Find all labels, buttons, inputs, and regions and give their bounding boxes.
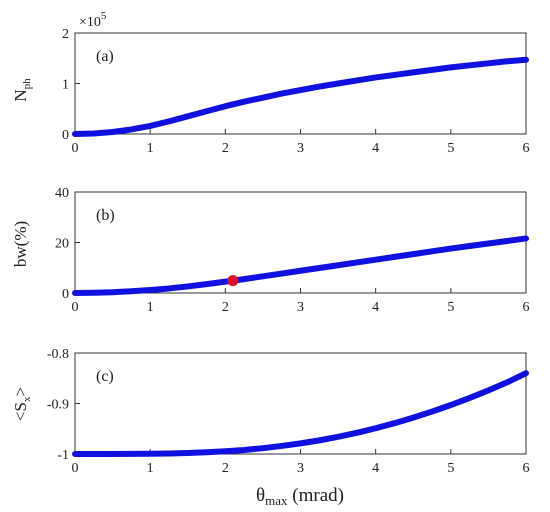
panel-c-ytick-label: -1 [57, 448, 69, 463]
panel-c-xtick-label: 4 [372, 461, 379, 476]
panel-c-label: (c) [96, 368, 114, 385]
panel-a-label: (a) [96, 48, 114, 65]
panel-a-ytick-label: 1 [62, 78, 69, 93]
panel-b-xtick-label: 0 [72, 300, 79, 315]
panel-c-xtick-label: 2 [222, 461, 229, 476]
panel-c-ytick-label: -0.9 [47, 398, 69, 413]
panel-a-xtick-label: 2 [222, 141, 229, 156]
panel-a-series-line [72, 56, 529, 137]
panel-a-ylabel: Nph [11, 78, 33, 102]
panel-a-ytick-label: 0 [62, 128, 69, 143]
panel-b-xtick-label: 1 [147, 300, 154, 315]
panel-b-xtick-label: 5 [447, 300, 454, 315]
panel-b-xtick-label: 6 [523, 300, 530, 315]
panel-b-label: (b) [96, 207, 115, 224]
panel-a-ticks: 0 1 2 3 4 5 6 0 1 2 [62, 27, 530, 156]
panel-c-xtick-label: 0 [72, 461, 79, 476]
panel-a-xtick-label: 3 [297, 141, 304, 156]
panel-c-ticks: 0 1 2 3 4 5 6 -1 -0.9 -0.8 [47, 347, 530, 476]
panel-b: 0 1 2 3 4 5 6 0 20 40 (b) bw(%) [11, 186, 530, 315]
panel-b-xtick-label: 2 [222, 300, 229, 315]
panel-c-xtick-label: 1 [147, 461, 154, 476]
panel-c-xtick-label: 5 [447, 461, 454, 476]
panel-b-ytick-label: 0 [62, 287, 69, 302]
panel-a: 0 1 2 3 4 5 6 0 1 2 (a) ×105 Nph [11, 10, 530, 156]
panel-b-ytick-label: 40 [55, 186, 69, 201]
panel-b-ytick-label: 20 [55, 237, 69, 252]
panel-c-series-line [72, 370, 529, 457]
panel-a-multiplier: ×105 [79, 10, 107, 30]
panel-a-ytick-label: 2 [62, 27, 69, 42]
x-axis-label: θmax (mrad) [256, 485, 344, 508]
panel-b-xtick-label: 4 [372, 300, 379, 315]
panel-b-xtick-label: 3 [297, 300, 304, 315]
panel-a-xtick-label: 4 [372, 141, 379, 156]
panel-a-frame [74, 32, 527, 135]
panel-a-xtick-label: 1 [147, 141, 154, 156]
panel-a-xtick-label: 0 [72, 141, 79, 156]
panel-b-series-line [72, 235, 529, 296]
panel-c-xtick-label: 3 [297, 461, 304, 476]
panel-c: 0 1 2 3 4 5 6 -1 -0.9 -0.8 (c) <Sx> θmax (mrad) [11, 347, 530, 508]
panel-c-xtick-label: 6 [523, 461, 530, 476]
panel-b-highlight-marker [227, 275, 239, 287]
panel-c-ylabel: <Sx> [11, 387, 33, 421]
panel-b-ylabel: bw(%) [11, 221, 30, 267]
panel-a-xtick-label: 5 [447, 141, 454, 156]
panel-a-xtick-label: 6 [523, 141, 530, 156]
panel-c-ytick-label: -0.8 [47, 347, 69, 362]
panel-b-frame [74, 191, 527, 294]
